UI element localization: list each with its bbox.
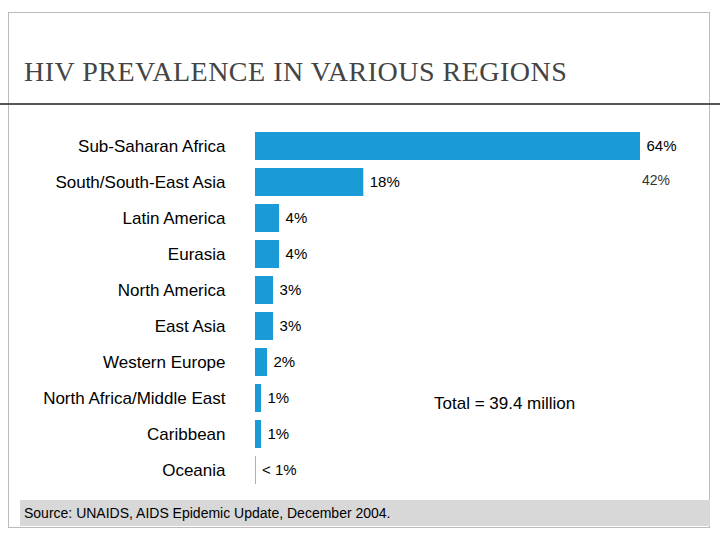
svg-text:3%: 3% [280, 317, 302, 334]
svg-text:South/South-East Asia: South/South-East Asia [55, 173, 226, 192]
svg-text:< 1%: < 1% [262, 461, 297, 478]
svg-text:Eurasia: Eurasia [168, 245, 226, 264]
svg-text:2%: 2% [274, 353, 296, 370]
svg-text:Western Europe: Western Europe [103, 353, 226, 372]
svg-text:1%: 1% [268, 425, 290, 442]
html-text:Total = 39.4 million: Total = 39.4 million [434, 394, 576, 413]
svg-text:Sub-Saharan Africa: Sub-Saharan Africa [78, 137, 226, 156]
html-text:HIV PREVALENCE IN VARIOUS REGI: HIV PREVALENCE IN VARIOUS REGIONS [24, 56, 568, 87]
svg-text:Oceania: Oceania [162, 461, 226, 480]
svg-text:East Asia: East Asia [155, 317, 226, 336]
svg-text:4%: 4% [286, 209, 308, 226]
svg-text:Latin America: Latin America [123, 209, 227, 228]
svg-text:Caribbean: Caribbean [147, 425, 225, 444]
svg-text:4%: 4% [286, 245, 308, 262]
svg-text:64%: 64% [647, 137, 677, 154]
svg-text:North America: North America [118, 281, 226, 300]
svg-text:North Africa/Middle East: North Africa/Middle East [43, 389, 226, 408]
svg-text:3%: 3% [280, 281, 302, 298]
svg-text:18%: 18% [370, 173, 400, 190]
html-text:Source: UNAIDS, AIDS Epidemic: Source: UNAIDS, AIDS Epidemic Update, De… [24, 505, 391, 521]
svg-text:1%: 1% [268, 389, 290, 406]
html-text:42%: 42% [642, 172, 670, 188]
